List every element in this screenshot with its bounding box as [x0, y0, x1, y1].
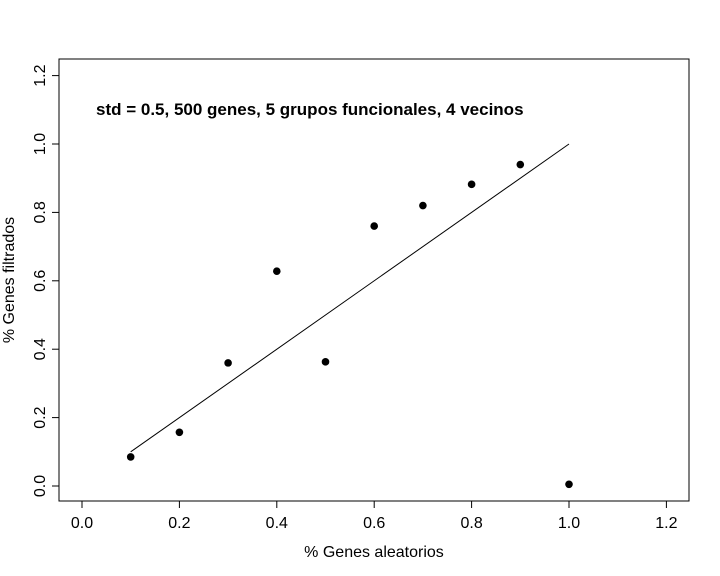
data-points [126, 160, 573, 489]
data-point [175, 428, 184, 437]
x-tick-label: 0.2 [168, 515, 190, 532]
data-point [370, 222, 379, 230]
y-tick-label: 0.6 [32, 270, 49, 292]
data-point [516, 160, 525, 169]
y-tick-label: 0.0 [32, 475, 49, 497]
data-point [321, 358, 330, 366]
x-axis-label: % Genes aleatorios [304, 544, 444, 561]
reference-line [130, 143, 570, 453]
y-axis: 0.0 0.2 0.4 0.6 0.8 1.0 1.2 [32, 64, 59, 497]
data-point [126, 453, 135, 461]
x-tick-label: 0.8 [460, 515, 482, 532]
y-axis-label: % Genes filtrados [1, 217, 18, 343]
x-tick-label: 0.6 [363, 515, 385, 532]
y-tick-label: 1.2 [32, 64, 49, 86]
plot-frame [58, 58, 690, 502]
y-tick-label: 1.0 [32, 133, 49, 155]
x-tick-label: 1.0 [558, 515, 580, 532]
data-point [565, 480, 573, 489]
y-tick-label: 0.4 [32, 338, 49, 360]
x-tick-label: 0.4 [266, 515, 288, 532]
x-axis: 0.0 0.2 0.4 0.6 0.8 1.0 1.2 [71, 501, 678, 532]
y-tick-label: 0.2 [32, 406, 49, 428]
x-tick-label: 0.0 [71, 515, 93, 532]
data-point [419, 201, 427, 210]
data-point [224, 359, 232, 367]
y-tick-label: 0.8 [32, 201, 49, 223]
data-point [273, 267, 281, 276]
x-tick-label: 1.2 [655, 515, 677, 532]
data-point [467, 180, 476, 189]
chart-annotation: std = 0.5, 500 genes, 5 grupos funcional… [96, 100, 524, 119]
